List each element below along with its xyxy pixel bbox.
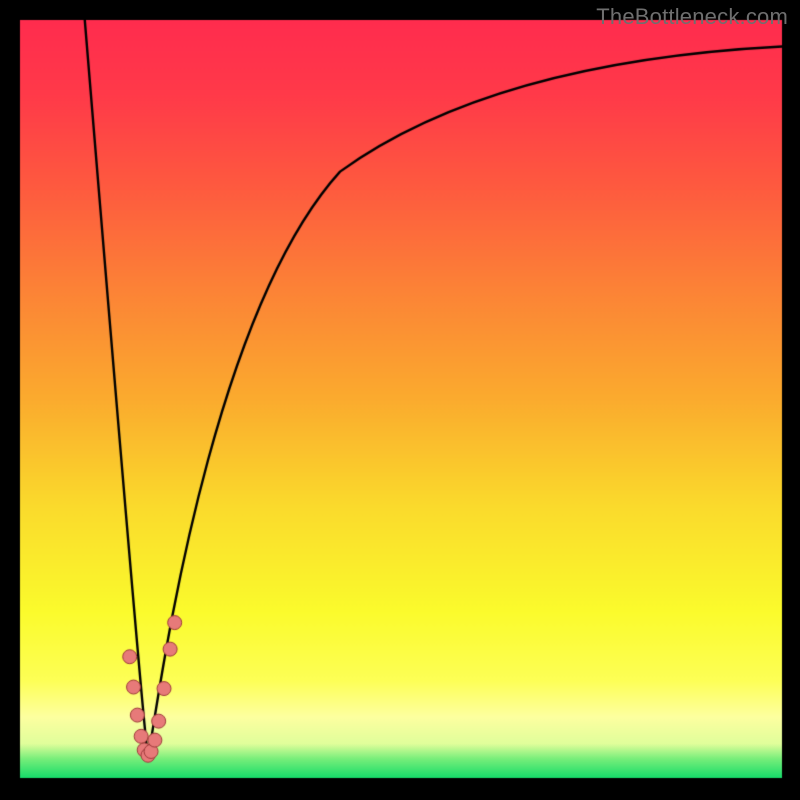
chart-stage: TheBottleneck.com (0, 0, 800, 800)
bottleneck-chart (0, 0, 800, 800)
